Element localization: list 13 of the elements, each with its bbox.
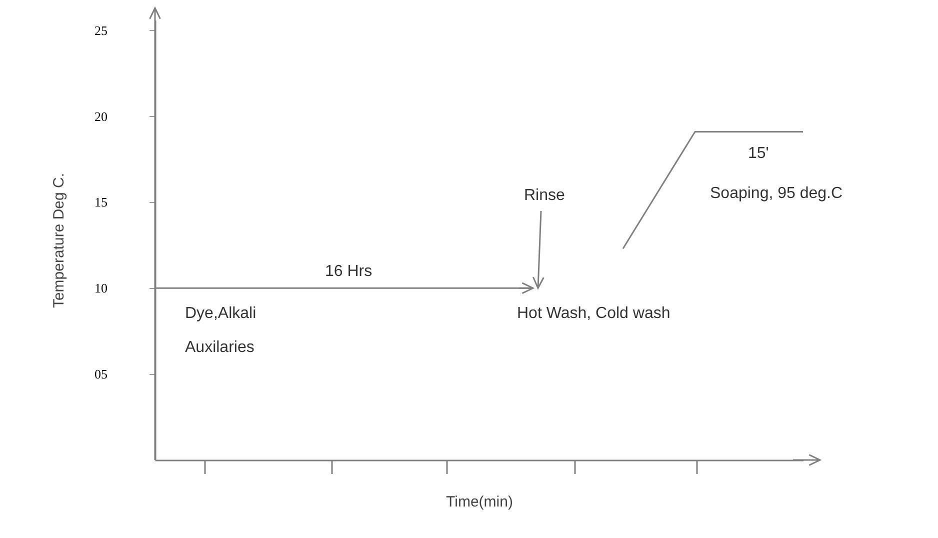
y-tick-label: 25: [94, 22, 108, 38]
annotation: 15': [748, 145, 769, 162]
annotation: Dye,Alkali Auxilaries: [185, 305, 256, 356]
annotation: Hot Wash, Cold wash: [517, 305, 670, 322]
x-axis-title: Time(min): [446, 494, 513, 510]
y-tick-label: 05: [94, 366, 108, 382]
y-tick-label: 10: [94, 280, 108, 296]
annotation: 16 Hrs: [325, 263, 372, 280]
annotation: Soaping, 95 deg.C: [710, 185, 843, 202]
y-tick-label: 20: [94, 108, 108, 124]
y-axis-title: Temperature Deg C.: [50, 172, 68, 308]
annotation: Rinse: [524, 187, 566, 204]
y-tick-label: 15: [94, 194, 108, 210]
